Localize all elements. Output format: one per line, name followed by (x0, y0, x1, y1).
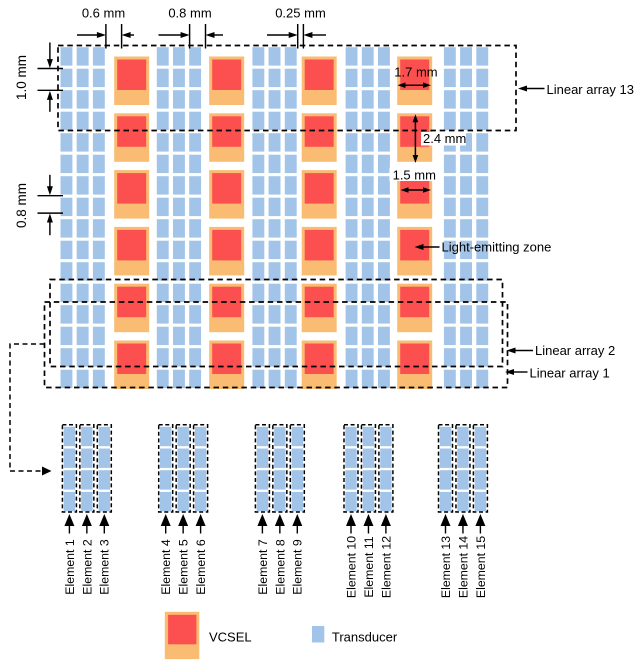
svg-text:Linear array 1: Linear array 1 (530, 366, 610, 381)
svg-text:Element 12: Element 12 (379, 536, 393, 598)
svg-text:0.8 mm: 0.8 mm (168, 6, 211, 21)
svg-text:Element 10: Element 10 (344, 536, 358, 598)
svg-text:Element 7: Element 7 (256, 539, 270, 595)
svg-text:Element 4: Element 4 (159, 539, 173, 595)
svg-text:Element 3: Element 3 (98, 539, 112, 595)
svg-text:Linear array 2: Linear array 2 (535, 343, 615, 358)
svg-text:Element 13: Element 13 (439, 536, 453, 598)
svg-text:0.25 mm: 0.25 mm (275, 6, 326, 21)
svg-text:0.8 mm: 0.8 mm (14, 183, 29, 228)
svg-text:Light-emitting zone: Light-emitting zone (442, 240, 552, 255)
svg-text:1.0 mm: 1.0 mm (14, 55, 29, 100)
svg-text:Element 1: Element 1 (63, 539, 77, 595)
svg-text:Linear array 13: Linear array 13 (547, 82, 634, 97)
svg-text:VCSEL: VCSEL (209, 629, 252, 644)
svg-text:1.5 mm: 1.5 mm (393, 168, 436, 183)
svg-text:Transducer: Transducer (332, 629, 398, 644)
svg-text:Element 5: Element 5 (177, 539, 191, 595)
svg-text:1.7 mm: 1.7 mm (394, 65, 437, 80)
svg-text:Element 11: Element 11 (362, 536, 376, 597)
svg-text:2.4 mm: 2.4 mm (423, 131, 466, 146)
svg-text:Element 8: Element 8 (273, 539, 287, 595)
svg-text:Element 6: Element 6 (194, 539, 208, 595)
svg-text:0.6 mm: 0.6 mm (82, 6, 125, 21)
svg-text:Element 9: Element 9 (291, 539, 305, 595)
svg-text:Element 15: Element 15 (474, 536, 488, 598)
svg-text:Element 2: Element 2 (80, 539, 94, 595)
svg-text:Element 14: Element 14 (456, 536, 470, 598)
